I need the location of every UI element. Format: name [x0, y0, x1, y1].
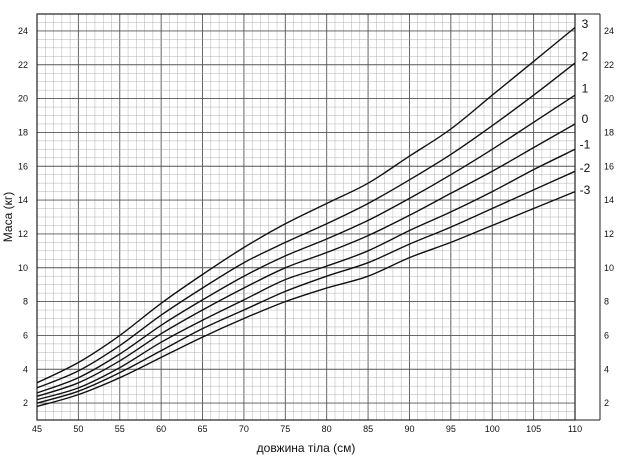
y-tick-label-left: 8 [23, 297, 28, 307]
plot-frame [36, 13, 576, 421]
x-tick-label: 55 [115, 424, 125, 434]
y-tick-label-right: 20 [604, 94, 614, 104]
y-tick-label-right: 14 [604, 195, 614, 205]
y-tick-label-left: 18 [18, 127, 28, 137]
x-tick-labels: 45 50 55 60 65 70 75 80 85 90 95 100 105 110 [32, 424, 582, 434]
series-lines [36, 26, 576, 408]
x-tick-label: 45 [32, 424, 42, 434]
y-tick-label-left: 16 [18, 161, 28, 171]
y-tick-label-right: 10 [604, 263, 614, 273]
x-tick-label: 110 [568, 424, 582, 434]
series-line-2 [36, 62, 576, 389]
series-line-1 [36, 94, 576, 394]
y-tick-label-right: 8 [604, 297, 609, 307]
x-tick-label: 70 [239, 424, 249, 434]
series-line--3 [36, 190, 576, 408]
x-tick-label: 90 [404, 424, 414, 434]
x-tick-label: 60 [156, 424, 166, 434]
series-label-0: 0 [582, 112, 589, 126]
y-tick-label-right: 12 [604, 229, 614, 239]
y-tick-label-left: 12 [18, 229, 28, 239]
y-tick-label-left: 22 [18, 60, 28, 70]
series-label-1: 1 [582, 81, 589, 95]
series-line-0 [36, 123, 576, 397]
x-axis-label: довжина тіла (см) [257, 441, 356, 455]
x-tick-label: 75 [280, 424, 290, 434]
y-tick-label-left: 6 [23, 330, 28, 340]
y-tick-label-left: 24 [18, 26, 28, 36]
series-label--1: -1 [580, 137, 591, 151]
grid [37, 14, 575, 420]
y-tick-label-right: 2 [604, 398, 609, 408]
y-tick-label-right: 6 [604, 330, 609, 340]
y-tick-label-left: 2 [23, 398, 28, 408]
x-tick-label: 100 [485, 424, 500, 434]
series-label-3: 3 [582, 17, 589, 31]
series-labels: 3 2 1 0 -1 -2 -3 [580, 17, 591, 197]
y-tick-label-left: 14 [18, 195, 28, 205]
series-line-3 [36, 26, 576, 384]
right-axis-frame [575, 13, 601, 421]
x-tick-label: 65 [198, 424, 208, 434]
y-tick-label-right: 4 [604, 364, 609, 374]
x-tick-label: 85 [363, 424, 373, 434]
x-tick-label: 105 [526, 424, 541, 434]
x-tick-label: 95 [446, 424, 456, 434]
series-line--1 [36, 148, 576, 401]
y-tick-label-right: 16 [604, 161, 614, 171]
x-tick-label: 50 [73, 424, 83, 434]
y-tick-label-right: 24 [604, 26, 614, 36]
y-tick-label-right: 22 [604, 60, 614, 70]
y-tick-label-right: 18 [604, 127, 614, 137]
y-axis-label: Маса (кг) [1, 192, 15, 242]
series-label--2: -2 [580, 161, 591, 175]
y-tick-label-left: 4 [23, 364, 28, 374]
series-label--3: -3 [580, 183, 591, 197]
series-line--2 [36, 170, 576, 404]
y-tick-label-left: 20 [18, 94, 28, 104]
series-label-2: 2 [582, 49, 589, 63]
y-tick-label-left: 10 [18, 263, 28, 273]
x-tick-label: 80 [322, 424, 332, 434]
